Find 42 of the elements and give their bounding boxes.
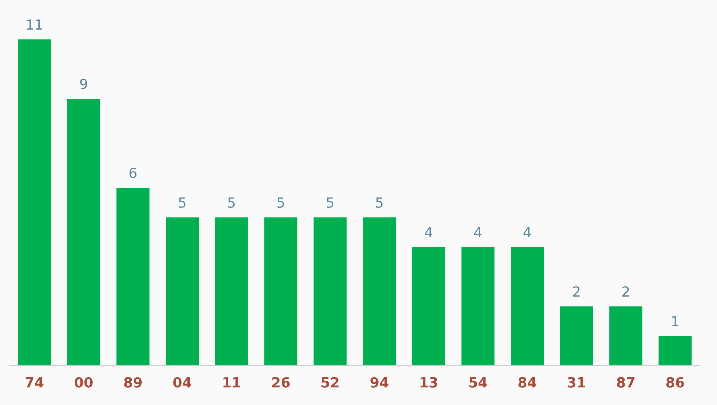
- bar: [658, 336, 692, 366]
- bar: [264, 218, 298, 366]
- data-label: 5: [228, 198, 235, 208]
- data-label: 1: [672, 316, 678, 326]
- bar: [116, 188, 150, 366]
- bar: [412, 247, 446, 366]
- x-tick-label: 89: [124, 377, 142, 388]
- x-tick-label: 87: [617, 377, 635, 388]
- x-tick-label: 26: [272, 377, 290, 388]
- x-tick-label: 00: [74, 377, 93, 388]
- data-label: 5: [278, 198, 284, 208]
- bar: [215, 218, 248, 366]
- bar: [314, 218, 347, 366]
- bar: [363, 218, 396, 366]
- data-label: 11: [27, 20, 42, 30]
- bar: [610, 306, 643, 366]
- x-tick-label: 86: [666, 377, 684, 388]
- x-tick-label: 94: [370, 377, 389, 388]
- data-label: 2: [573, 286, 580, 297]
- x-tick-label: 74: [26, 378, 44, 388]
- x-tick-label: 54: [470, 378, 488, 388]
- data-label: 5: [376, 198, 383, 208]
- bar: [18, 40, 52, 366]
- data-label: 4: [524, 227, 532, 238]
- bar: [462, 247, 495, 366]
- x-tick-label: 13: [420, 377, 438, 388]
- x-tick-label: 04: [174, 377, 192, 388]
- bar: [166, 218, 200, 366]
- data-label: 5: [327, 198, 334, 208]
- bar: [67, 99, 100, 366]
- data-label: 5: [179, 198, 186, 208]
- data-label: 4: [425, 227, 433, 238]
- x-tick-label: 52: [322, 377, 339, 388]
- x-tick-label: 11: [224, 378, 240, 388]
- data-label: 2: [622, 286, 630, 297]
- bar: [510, 247, 544, 366]
- data-label: 4: [474, 227, 482, 238]
- bar: [560, 306, 594, 366]
- data-label: 6: [130, 168, 137, 178]
- x-tick-label: 84: [518, 377, 537, 388]
- x-tick-label: 31: [568, 377, 586, 388]
- data-label: 9: [80, 78, 88, 90]
